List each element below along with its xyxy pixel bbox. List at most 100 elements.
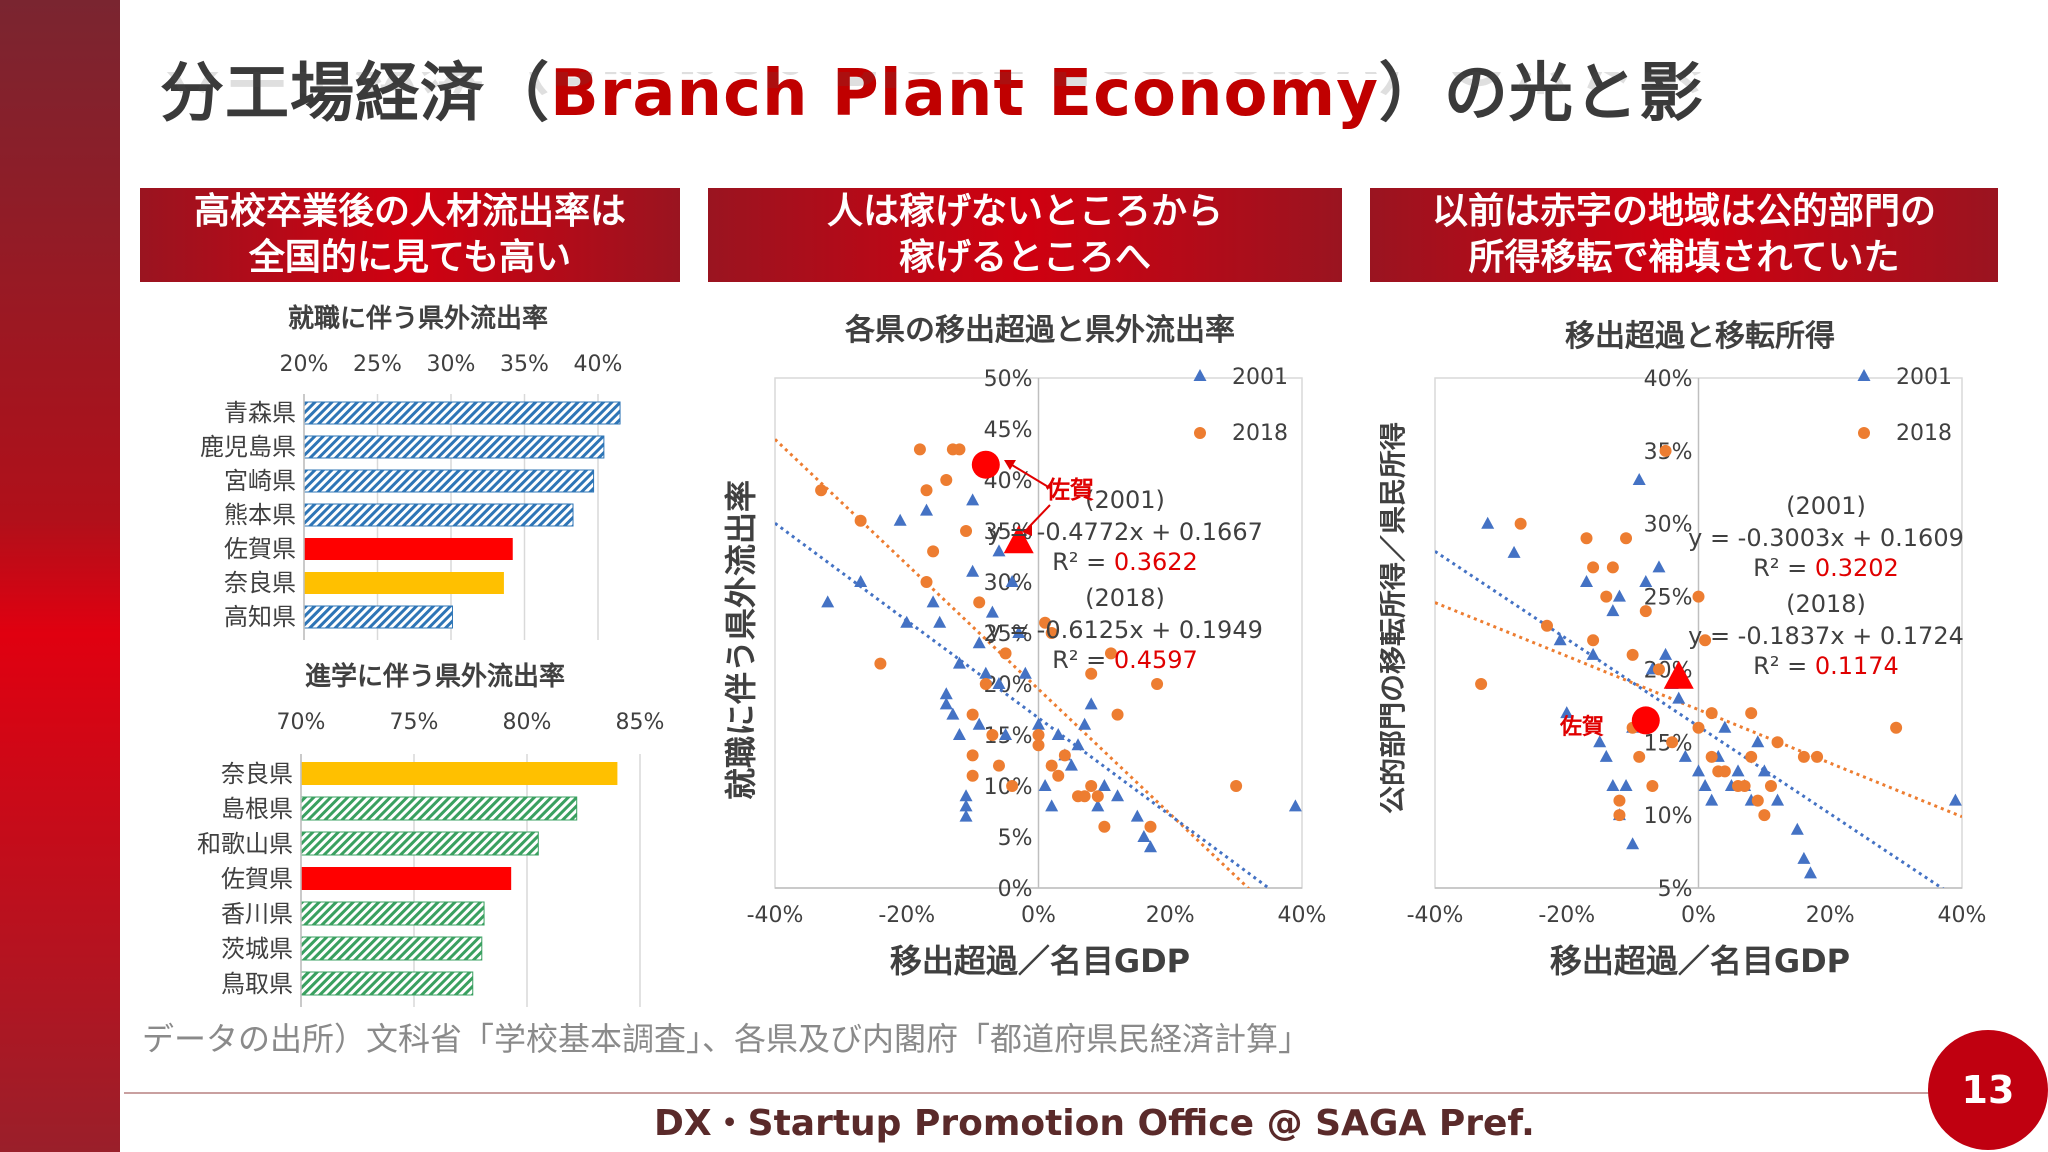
saga-arrowhead-2001 xyxy=(1022,524,1032,536)
bar2-tick-label: 75% xyxy=(390,710,439,735)
y-axis-title: 就職に伴う県外流出率 xyxy=(722,480,760,800)
point-2001 xyxy=(1797,851,1811,864)
point-2018 xyxy=(1659,444,1672,457)
point-2018 xyxy=(1151,678,1164,690)
bar2-category-label: 奈良県 xyxy=(221,760,293,788)
bar1-tick-label: 40% xyxy=(574,352,623,377)
saga-2001-marker xyxy=(1663,660,1694,689)
point-2018 xyxy=(1652,663,1665,676)
point-2018 xyxy=(999,647,1012,660)
point-2001 xyxy=(952,656,966,669)
saga-arrow-2018 xyxy=(1011,464,1051,489)
point-2018 xyxy=(1111,708,1124,721)
point-2001 xyxy=(972,717,986,730)
legend-2001-label: 2001 xyxy=(1232,365,1288,390)
point-2001 xyxy=(992,544,1006,557)
point-2001 xyxy=(1078,717,1092,730)
bar1-category-label: 鹿児島県 xyxy=(200,433,296,461)
point-2018 xyxy=(966,769,979,782)
bar1-bar xyxy=(303,503,574,527)
bar2-bar xyxy=(300,971,474,996)
x-tick-label: 40% xyxy=(1938,903,1987,928)
left-accent-bar xyxy=(0,0,120,1152)
point-2001 xyxy=(1481,516,1495,529)
point-2018 xyxy=(927,545,940,558)
bar2-bar xyxy=(301,762,618,785)
y-tick-label: 30% xyxy=(1644,513,1693,538)
point-2001 xyxy=(1091,799,1105,812)
point-2001 xyxy=(1619,779,1633,791)
x-tick-label: 20% xyxy=(1146,903,1195,928)
point-2018 xyxy=(1692,590,1705,603)
y-tick-label: 25% xyxy=(984,622,1033,647)
point-2001 xyxy=(1705,793,1719,806)
point-2018 xyxy=(1699,634,1712,647)
point-2001 xyxy=(1288,799,1302,812)
point-2018 xyxy=(1045,759,1058,772)
point-2001 xyxy=(1672,691,1686,704)
point-2018 xyxy=(1600,590,1613,603)
point-2018 xyxy=(966,708,979,721)
point-2001 xyxy=(1084,697,1098,710)
point-2018 xyxy=(1811,750,1824,763)
y-tick-label: 45% xyxy=(984,418,1033,443)
eq2018-heading: (2018) xyxy=(1786,590,1866,618)
point-2001 xyxy=(1692,764,1705,777)
trend2001-line xyxy=(775,522,1272,888)
point-2001 xyxy=(1593,735,1607,748)
point-2018 xyxy=(1032,739,1045,752)
point-2018 xyxy=(1475,678,1488,690)
point-2001 xyxy=(1606,779,1620,791)
point-2018 xyxy=(1606,561,1619,574)
point-2001 xyxy=(1751,735,1765,748)
bar2-title: 進学に伴う県外流出率 xyxy=(305,661,565,692)
x-tick-label: -40% xyxy=(747,903,804,928)
point-2018 xyxy=(1620,532,1633,545)
point-2001 xyxy=(854,575,868,587)
point-2001 xyxy=(1659,647,1673,660)
bar1-bar xyxy=(303,605,453,629)
point-2018 xyxy=(986,729,999,741)
eq2001-r2: R² = 0.3202 xyxy=(1753,554,1899,582)
point-2001 xyxy=(1143,840,1157,853)
point-2018 xyxy=(1006,780,1019,792)
point-2001 xyxy=(1639,575,1653,587)
saga-label: 佐賀 xyxy=(1559,714,1604,740)
eq2018-heading: (2018) xyxy=(1085,584,1165,612)
point-2001 xyxy=(1560,706,1574,719)
point-2018 xyxy=(1058,749,1071,762)
bar2-category-label: 和歌山県 xyxy=(197,830,293,858)
eq2018-r2-value: 0.1174 xyxy=(1815,652,1899,680)
point-2001 xyxy=(1130,809,1144,822)
point-2018 xyxy=(854,514,867,527)
bar1-category-label: 熊本県 xyxy=(224,501,296,529)
point-2001 xyxy=(985,605,999,618)
bar2-category-label: 島根県 xyxy=(221,795,293,823)
section-header-outflow: 高校卒業後の人材流出率は 全国的に見ても高い xyxy=(140,188,680,282)
point-2018 xyxy=(1890,721,1903,734)
y-tick-label: 40% xyxy=(1644,367,1693,392)
point-2001 xyxy=(1757,764,1771,777)
y-tick-label: 50% xyxy=(984,367,1033,392)
point-2018 xyxy=(1626,648,1639,661)
point-2018 xyxy=(973,596,986,609)
data-source-note: データの出所）文科省「学校基本調査」、各県及び内閣府「都道府県民経済計算」 xyxy=(142,1020,1311,1058)
legend-2018-marker xyxy=(1194,427,1206,439)
bar1-bar xyxy=(304,572,504,594)
point-2018 xyxy=(953,443,966,456)
point-2018 xyxy=(920,576,933,588)
point-2001 xyxy=(1051,728,1065,740)
bar1-bar xyxy=(303,401,621,425)
point-2018 xyxy=(1666,736,1679,749)
point-2001 xyxy=(1652,560,1666,573)
legend-2018-label: 2018 xyxy=(1232,421,1288,446)
point-2001 xyxy=(992,677,1006,689)
point-2001 xyxy=(1718,720,1732,733)
point-2018 xyxy=(1587,561,1600,574)
point-2001 xyxy=(972,636,986,649)
saga-arrow-2001 xyxy=(1027,504,1051,529)
point-2001 xyxy=(821,595,835,608)
point-2001 xyxy=(1678,749,1692,762)
point-2001 xyxy=(1018,666,1032,679)
bar2-bar xyxy=(300,901,485,926)
